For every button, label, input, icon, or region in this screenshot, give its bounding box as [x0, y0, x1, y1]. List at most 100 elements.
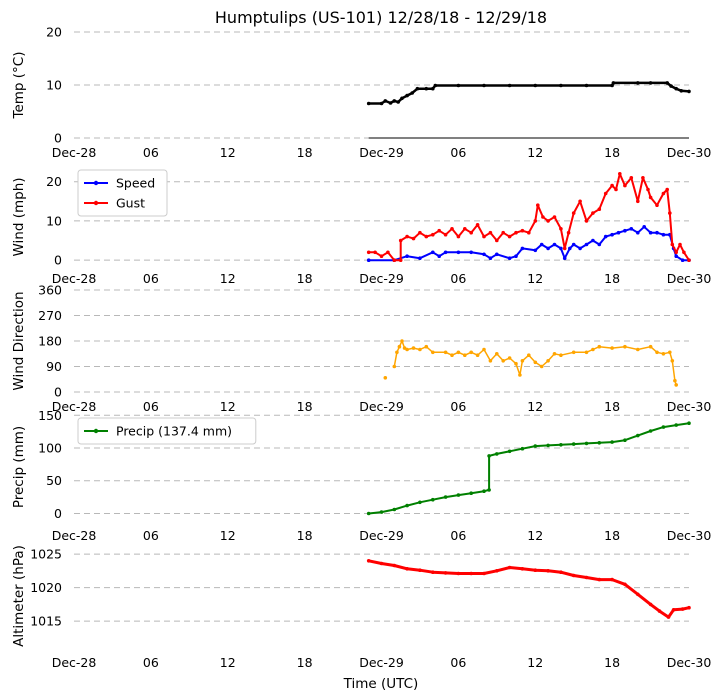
x-tick-label: 06: [143, 271, 159, 286]
temp-data-point: [388, 101, 393, 105]
temp-data-point: [669, 84, 673, 88]
wind-direction-data-point: [501, 359, 506, 363]
wind-direction-data-point: [488, 359, 493, 363]
wind-direction-data-point: [674, 383, 678, 387]
gust-data-point: [578, 199, 582, 204]
temp-data-point: [679, 89, 684, 93]
speed-data-point: [597, 242, 602, 247]
temp-data-point: [611, 81, 616, 85]
speed-data-point: [616, 230, 621, 235]
speed-data-point: [514, 254, 518, 258]
gust-data-point: [623, 183, 627, 188]
wind-direction-data-point: [648, 344, 653, 349]
precip-data-point: [546, 443, 550, 448]
gust-data-point: [536, 203, 540, 207]
temp-data-point: [584, 83, 589, 88]
panel-2: 0 10 20 Dec-28 06 12 18 Dec-29 06 12 18 Dec-30 Wind …: [11, 169, 711, 286]
wind-direction-data-point: [400, 339, 404, 343]
temp-series-line: [368, 81, 690, 105]
gust-data-point: [501, 230, 506, 235]
gust-data-point: [386, 250, 390, 255]
altimeter-data-point: [546, 569, 550, 573]
temp-data-point: [533, 83, 538, 88]
y-tick-label: 100: [38, 441, 62, 456]
wind-direction-data-point: [397, 344, 402, 349]
y-tick-label: 0: [54, 385, 62, 400]
x-tick-label: Dec-30: [667, 655, 712, 670]
x-tick-label: 06: [143, 655, 159, 670]
gust-data-point: [661, 191, 666, 196]
speed-data-point: [431, 250, 435, 255]
precip-data-point: [636, 433, 640, 438]
precip-data-point: [405, 503, 409, 508]
x-axis-label: Time (UTC): [343, 676, 419, 692]
altimeter-data-point: [610, 577, 614, 582]
precip-data-point: [571, 442, 576, 446]
wind-direction-data-point: [482, 347, 486, 352]
legend-box: [77, 417, 257, 445]
altimeter-data-point: [571, 573, 576, 578]
precip-data-point: [443, 495, 448, 499]
wind-direction-data-point: [527, 353, 531, 358]
altimeter-data-point: [559, 570, 563, 574]
gust-data-point: [670, 242, 675, 247]
gust-data-point: [648, 195, 653, 200]
speed-data-point: [584, 242, 589, 247]
x-tick-label: Dec-28: [52, 655, 97, 670]
temp-data-point: [559, 83, 563, 88]
x-tick-label: Dec-30: [667, 399, 712, 414]
temp-data-point: [648, 81, 653, 85]
x-tick-label: Dec-29: [359, 145, 404, 160]
x-tick-label: 18: [604, 145, 620, 160]
speed-data-point: [507, 256, 512, 261]
gust-data-point: [495, 238, 499, 243]
speed-data-point: [636, 230, 640, 235]
legend: Precip (137.4 mm): [77, 417, 257, 445]
precip-data-point: [597, 441, 602, 445]
temp-data-point: [415, 86, 420, 91]
wind-direction-data-point: [552, 352, 557, 356]
temp-data-point: [383, 99, 388, 103]
speed-data-point: [495, 252, 499, 257]
y-tick-label: 90: [46, 359, 62, 374]
speed-data-point: [629, 227, 634, 231]
speed-data-point: [456, 250, 461, 255]
gust-data-point: [398, 238, 403, 243]
precip-data-point: [469, 491, 474, 496]
speed-data-point: [623, 228, 627, 233]
wind-direction-data-point: [411, 346, 416, 350]
gust-data-point: [424, 234, 429, 239]
speed-data-point: [562, 256, 567, 261]
altimeter-data-point: [507, 565, 512, 570]
speed-data-point: [437, 254, 442, 258]
wind-direction-data-point: [395, 350, 399, 355]
gust-data-point: [629, 176, 634, 180]
speed-data-point: [591, 238, 595, 243]
gust-data-point: [507, 234, 512, 239]
gust-data-point: [678, 242, 682, 247]
wind-direction-data-point: [539, 364, 544, 369]
gust-data-point: [514, 230, 518, 235]
altimeter-data-point: [657, 609, 662, 613]
gust-data-point: [520, 228, 525, 233]
speed-data-point: [546, 246, 550, 251]
gust-data-point: [571, 211, 576, 215]
x-tick-label: 12: [220, 655, 236, 670]
panel-4: 0 50 100 150 Dec-28 06 12 18 Dec-29 06 12 18 Dec-30 P…: [11, 408, 711, 543]
altimeter-data-point: [392, 563, 397, 568]
gust-data-point: [591, 211, 595, 215]
x-tick-label: 12: [527, 145, 543, 160]
gust-data-point: [527, 230, 531, 235]
speed-data-point: [680, 258, 685, 263]
legend-label: Gust: [116, 196, 145, 211]
y-tick-label: 270: [38, 308, 62, 323]
x-tick-label: Dec-28: [52, 528, 97, 543]
gust-data-point: [463, 227, 467, 231]
gust-data-point: [373, 250, 377, 255]
gust-data-point: [566, 230, 571, 235]
gust-data-point: [411, 236, 416, 241]
gust-data-point: [665, 187, 669, 192]
y-axis-label: Temp (°C): [11, 52, 27, 120]
y-tick-label: 0: [54, 506, 62, 521]
speed-data-point: [610, 232, 614, 237]
